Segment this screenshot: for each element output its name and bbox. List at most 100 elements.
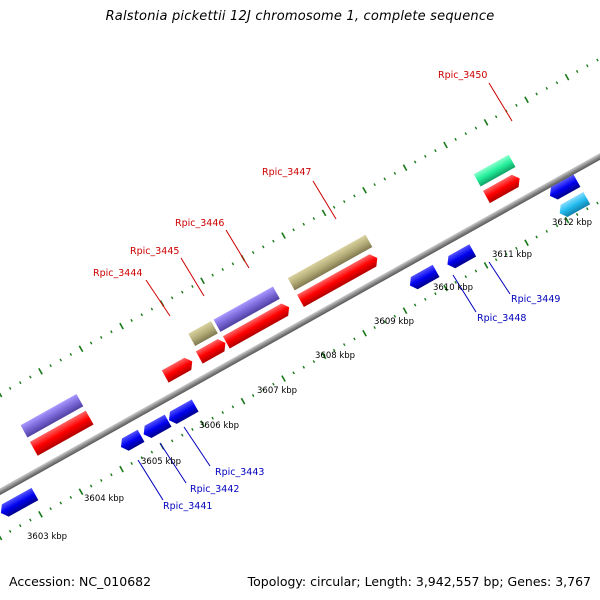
cds-forward-rpic-3450[interactable] xyxy=(483,172,523,204)
outer-tick-mark xyxy=(0,392,3,398)
outer-tick-mark xyxy=(545,86,549,90)
tick-label-3603: 3603 kbp xyxy=(27,532,67,542)
gene-label-rpic-3442[interactable]: Rpic_3442 xyxy=(190,484,239,495)
inner-tick-mark xyxy=(524,239,529,247)
inner-tick-mark xyxy=(191,427,194,431)
inner-tick-mark xyxy=(78,488,84,496)
inner-tick-mark xyxy=(231,405,235,409)
outer-tick-mark xyxy=(130,318,133,322)
inner-tick-mark xyxy=(321,352,327,360)
feature-purple-rpic-3446[interactable] xyxy=(213,286,280,332)
inner-tick-mark xyxy=(332,348,336,352)
outer-tick-mark xyxy=(596,58,599,62)
inner-tick-mark xyxy=(38,511,43,518)
chromosome-backbone xyxy=(0,120,600,517)
gene-label-rpic-3441[interactable]: Rpic_3441 xyxy=(163,501,212,512)
inner-tick-mark xyxy=(200,420,205,428)
inner-tick-mark xyxy=(494,258,498,262)
outer-tick-mark xyxy=(353,194,356,198)
outer-tick-mark xyxy=(555,81,559,85)
inner-tick-mark xyxy=(8,529,12,533)
inner-tick-mark xyxy=(18,524,22,528)
inner-tick-mark xyxy=(474,269,478,273)
outer-tick-mark xyxy=(49,364,52,368)
outer-tick-mark xyxy=(150,307,154,311)
accession-text: Accession: NC_010682 xyxy=(9,574,152,589)
gene-label-rpic-3443[interactable]: Rpic_3443 xyxy=(215,467,264,478)
inner-tick-mark xyxy=(413,303,417,307)
outer-tick-mark xyxy=(515,103,518,107)
cds-reverse-rpic-3449[interactable] xyxy=(444,244,477,270)
feature-cyan-edge[interactable] xyxy=(556,192,591,219)
gene-label-rpic-3448[interactable]: Rpic_3448 xyxy=(477,313,526,324)
inner-tick-mark xyxy=(545,229,549,233)
feature-purple[interactable] xyxy=(20,394,84,438)
outer-tick-mark xyxy=(393,171,397,175)
outer-tick-mark xyxy=(342,200,346,204)
inner-tick-mark xyxy=(180,433,184,437)
outer-tick-mark xyxy=(18,381,22,385)
cds-reverse-rpic-3442[interactable] xyxy=(140,414,172,441)
outer-tick-mark xyxy=(119,322,124,330)
inner-tick-mark xyxy=(505,252,508,256)
gene-label-rpic-3447[interactable]: Rpic_3447 xyxy=(262,167,311,178)
tick-label-3612: 3612 kbp xyxy=(552,218,592,228)
sequence-summary: Topology: circular; Length: 3,942,557 bp… xyxy=(247,574,591,589)
outer-tick-mark xyxy=(373,183,376,187)
inner-tick-mark xyxy=(383,320,387,324)
inner-tick-mark xyxy=(515,246,518,250)
cds-reverse-rpic-3441[interactable] xyxy=(118,429,145,453)
inner-tick-mark xyxy=(69,495,73,499)
outer-tick-mark xyxy=(332,205,336,209)
outer-tick-mark xyxy=(434,149,437,153)
outer-tick-mark xyxy=(494,115,498,119)
cds-reverse-edge[interactable] xyxy=(547,174,581,202)
feature-olive-rpic-3447[interactable] xyxy=(287,234,373,291)
inner-tick-mark xyxy=(99,478,103,482)
outer-tick-mark xyxy=(564,73,570,81)
inner-tick-mark xyxy=(29,518,32,522)
gene-label-rpic-3449[interactable]: Rpic_3449 xyxy=(511,294,560,305)
inner-tick-mark xyxy=(402,307,408,314)
gene-label-rpic-3445[interactable]: Rpic_3445 xyxy=(130,246,179,257)
cds-reverse-rpic-3448[interactable] xyxy=(406,264,440,292)
gene-label-rpic-3444[interactable]: Rpic_3444 xyxy=(93,268,142,279)
tick-label-3610: 3610 kbp xyxy=(433,283,473,293)
outer-tick-mark xyxy=(211,273,214,277)
outer-tick-mark xyxy=(191,284,194,288)
backbone-layer xyxy=(0,120,600,517)
outer-tick-mark xyxy=(424,154,427,158)
inner-tick-mark xyxy=(221,411,225,414)
inner-tick-mark xyxy=(89,484,93,488)
outer-tick-mark xyxy=(413,160,417,164)
outer-tick-mark xyxy=(524,96,529,104)
kbp-labels: 3603 kbp 3604 kbp 3605 kbp 3606 kbp 3607… xyxy=(27,218,592,542)
inner-tick-mark xyxy=(119,465,124,473)
feature-green-rpic-3450[interactable] xyxy=(473,154,516,187)
inner-tick-mark xyxy=(586,207,589,211)
tick-label-3605: 3605 kbp xyxy=(141,457,181,467)
gene-label-rpic-3446[interactable]: Rpic_3446 xyxy=(175,218,224,229)
inner-tick-mark xyxy=(140,456,144,460)
outer-tick-mark xyxy=(443,141,448,149)
outer-tick-mark xyxy=(402,164,408,171)
outer-tick-mark xyxy=(261,245,265,249)
outer-tick-mark xyxy=(251,251,255,255)
inner-tick-mark xyxy=(211,416,214,420)
feature-olive-rpic-3445[interactable] xyxy=(188,321,218,347)
feature-layer xyxy=(0,154,591,519)
outer-tick-mark xyxy=(69,352,73,356)
cds-forward-rpic-3444[interactable] xyxy=(161,355,196,383)
inner-tick-mark xyxy=(454,280,457,284)
cds-forward-rpic-3447[interactable] xyxy=(297,252,381,307)
outer-tick-mark xyxy=(200,277,205,285)
cds-forward[interactable] xyxy=(29,410,94,456)
outer-tick-mark xyxy=(312,217,316,221)
cds-reverse[interactable] xyxy=(0,487,39,519)
cds-forward-rpic-3445[interactable] xyxy=(195,337,229,364)
outer-tick-mark xyxy=(8,386,12,390)
gene-label-rpic-3450[interactable]: Rpic_3450 xyxy=(438,70,487,81)
cds-forward-rpic-3446[interactable] xyxy=(222,301,293,349)
cds-reverse-rpic-3443[interactable] xyxy=(166,399,199,426)
